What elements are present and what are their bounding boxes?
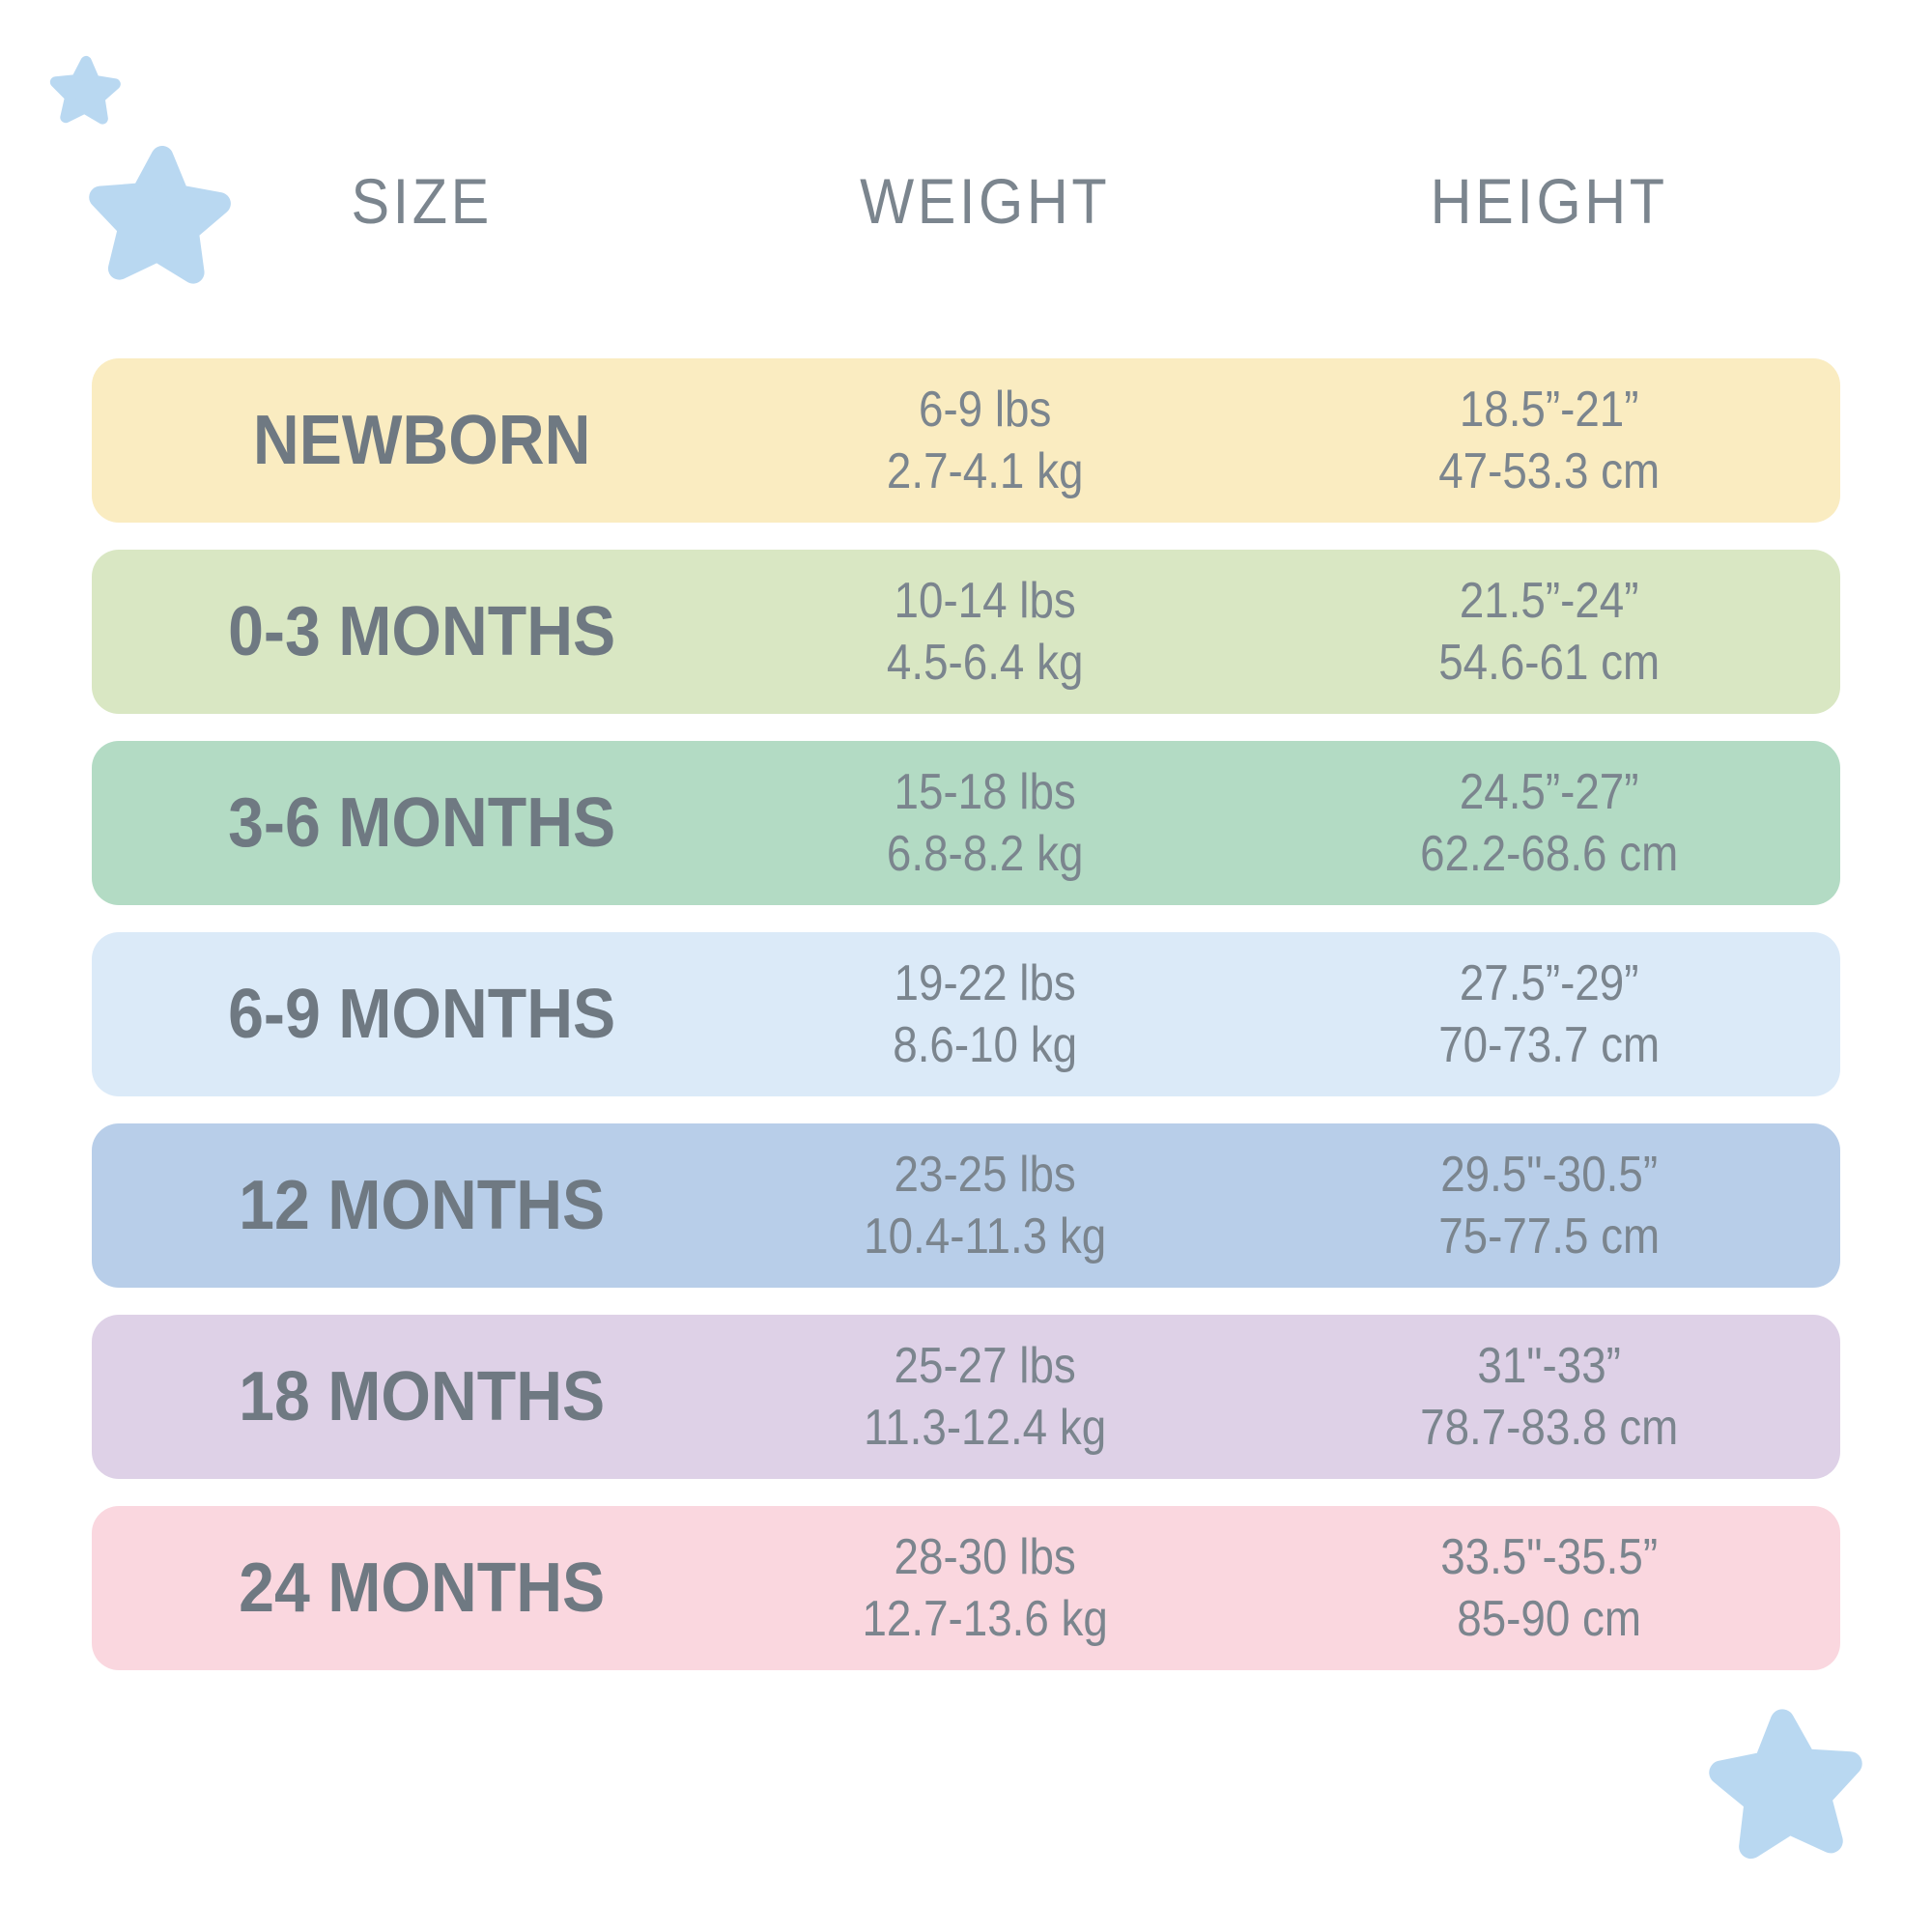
weight-kg: 6.8-8.2 kg [887, 826, 1084, 882]
weight-cell: 28-30 lbs 12.7-13.6 kg [703, 1526, 1266, 1650]
table-row-newborn: NEWBORN 6-9 lbs 2.7-4.1 kg 18.5”-21” 47-… [92, 358, 1840, 523]
star-icon-small [39, 46, 130, 138]
height-cell: 33.5"-35.5” 85-90 cm [1267, 1526, 1831, 1650]
size-label: 0-3 MONTHS [228, 593, 616, 670]
column-header-height-wrap: HEIGHT [1267, 166, 1831, 236]
height-inches: 31"-33” [1477, 1338, 1621, 1394]
table-row-18-months: 18 MONTHS 25-27 lbs 11.3-12.4 kg 31"-33”… [92, 1315, 1840, 1479]
column-header-size-wrap: SIZE [140, 166, 703, 236]
height-inches: 33.5"-35.5” [1439, 1529, 1658, 1585]
weight-kg: 4.5-6.4 kg [887, 635, 1084, 691]
weight-lbs: 25-27 lbs [894, 1338, 1077, 1394]
height-inches: 24.5”-27” [1459, 764, 1639, 820]
weight-cell: 25-27 lbs 11.3-12.4 kg [703, 1335, 1266, 1459]
weight-lbs: 15-18 lbs [894, 764, 1077, 820]
height-cell: 18.5”-21” 47-53.3 cm [1267, 379, 1831, 502]
height-cell: 24.5”-27” 62.2-68.6 cm [1267, 761, 1831, 885]
column-header-weight-wrap: WEIGHT [703, 166, 1266, 236]
height-cm: 54.6-61 cm [1437, 635, 1660, 691]
star-shape [89, 145, 231, 284]
height-cm: 78.7-83.8 cm [1419, 1400, 1678, 1456]
size-label: 12 MONTHS [239, 1167, 606, 1244]
weight-lbs: 28-30 lbs [894, 1529, 1077, 1585]
weight-kg: 2.7-4.1 kg [887, 443, 1084, 499]
height-inches: 18.5”-21” [1459, 382, 1639, 438]
size-cell: NEWBORN [140, 404, 703, 477]
size-label: NEWBORN [252, 402, 591, 479]
star-shape [1709, 1709, 1862, 1860]
height-cm: 47-53.3 cm [1437, 443, 1660, 499]
weight-kg: 8.6-10 kg [893, 1017, 1078, 1073]
height-cm: 70-73.7 cm [1437, 1017, 1660, 1073]
size-cell: 3-6 MONTHS [140, 786, 703, 860]
table-row-24-months: 24 MONTHS 28-30 lbs 12.7-13.6 kg 33.5"-3… [92, 1506, 1840, 1670]
star-icon-large [65, 126, 252, 313]
height-cm: 75-77.5 cm [1437, 1208, 1660, 1264]
size-cell: 12 MONTHS [140, 1169, 703, 1242]
table-row-3-6-months: 3-6 MONTHS 15-18 lbs 6.8-8.2 kg 24.5”-27… [92, 741, 1840, 905]
table-row-12-months: 12 MONTHS 23-25 lbs 10.4-11.3 kg 29.5"-3… [92, 1123, 1840, 1288]
weight-kg: 12.7-13.6 kg [862, 1591, 1109, 1647]
weight-lbs: 10-14 lbs [894, 573, 1077, 629]
size-cell: 6-9 MONTHS [140, 978, 703, 1051]
height-inches: 29.5"-30.5” [1439, 1147, 1658, 1203]
height-cell: 27.5”-29” 70-73.7 cm [1267, 952, 1831, 1076]
column-headers: SIZE WEIGHT HEIGHT [92, 166, 1840, 236]
size-cell: 24 MONTHS [140, 1551, 703, 1625]
weight-kg: 11.3-12.4 kg [864, 1400, 1107, 1456]
size-label: 18 MONTHS [239, 1358, 606, 1435]
size-cell: 0-3 MONTHS [140, 595, 703, 668]
column-header-height: HEIGHT [1430, 165, 1668, 237]
height-inches: 27.5”-29” [1459, 955, 1639, 1011]
weight-kg: 10.4-11.3 kg [864, 1208, 1107, 1264]
column-header-weight: WEIGHT [860, 165, 1111, 237]
weight-cell: 19-22 lbs 8.6-10 kg [703, 952, 1266, 1076]
weight-lbs: 19-22 lbs [894, 955, 1077, 1011]
table-row-0-3-months: 0-3 MONTHS 10-14 lbs 4.5-6.4 kg 21.5”-24… [92, 550, 1840, 714]
star-icon-bottom-right [1684, 1686, 1889, 1891]
size-cell: 18 MONTHS [140, 1360, 703, 1434]
size-label: 6-9 MONTHS [228, 976, 616, 1053]
weight-lbs: 6-9 lbs [919, 382, 1052, 438]
size-label: 24 MONTHS [239, 1549, 606, 1627]
height-cell: 29.5"-30.5” 75-77.5 cm [1267, 1144, 1831, 1267]
size-table: NEWBORN 6-9 lbs 2.7-4.1 kg 18.5”-21” 47-… [92, 358, 1840, 1697]
column-header-size: SIZE [351, 165, 493, 237]
weight-cell: 10-14 lbs 4.5-6.4 kg [703, 570, 1266, 694]
height-cm: 62.2-68.6 cm [1419, 826, 1678, 882]
weight-cell: 23-25 lbs 10.4-11.3 kg [703, 1144, 1266, 1267]
height-cm: 85-90 cm [1456, 1591, 1641, 1647]
weight-cell: 15-18 lbs 6.8-8.2 kg [703, 761, 1266, 885]
height-inches: 21.5”-24” [1459, 573, 1639, 629]
table-row-6-9-months: 6-9 MONTHS 19-22 lbs 8.6-10 kg 27.5”-29”… [92, 932, 1840, 1096]
height-cell: 31"-33” 78.7-83.8 cm [1267, 1335, 1831, 1459]
weight-cell: 6-9 lbs 2.7-4.1 kg [703, 379, 1266, 502]
star-shape [49, 55, 121, 125]
height-cell: 21.5”-24” 54.6-61 cm [1267, 570, 1831, 694]
weight-lbs: 23-25 lbs [894, 1147, 1077, 1203]
size-label: 3-6 MONTHS [228, 784, 616, 862]
